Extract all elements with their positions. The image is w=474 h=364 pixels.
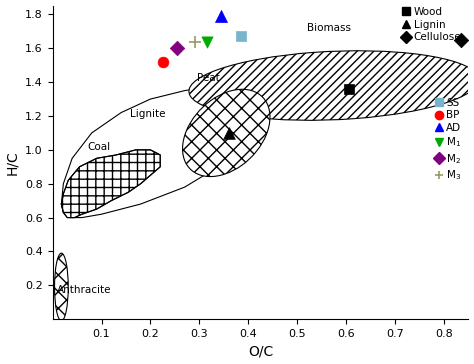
Ellipse shape	[189, 51, 474, 120]
Point	[203, 39, 210, 45]
Point	[457, 37, 465, 43]
Ellipse shape	[182, 89, 270, 177]
Text: Coal: Coal	[88, 142, 110, 152]
Point	[345, 86, 352, 92]
Text: Lignite: Lignite	[130, 109, 166, 119]
Point	[173, 46, 181, 51]
Legend: SS, BP, AD, M$_1$, M$_2$, M$_3$: SS, BP, AD, M$_1$, M$_2$, M$_3$	[432, 96, 463, 184]
Text: Biomass: Biomass	[307, 23, 351, 33]
Y-axis label: H/C: H/C	[6, 150, 19, 175]
Point	[218, 13, 225, 19]
Polygon shape	[62, 150, 160, 218]
X-axis label: O/C: O/C	[248, 344, 273, 359]
Text: Peat: Peat	[197, 73, 219, 83]
Ellipse shape	[55, 253, 68, 321]
Text: Anthracite: Anthracite	[57, 285, 112, 294]
Point	[225, 130, 233, 136]
Point	[159, 59, 166, 65]
Point	[237, 33, 245, 39]
